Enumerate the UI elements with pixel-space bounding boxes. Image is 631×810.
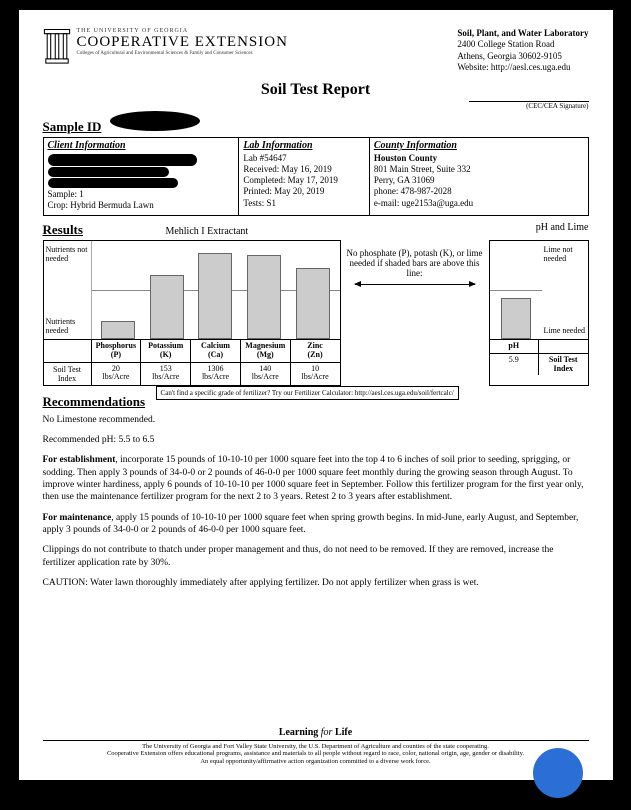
rec-p3-bold: For establishment — [43, 455, 116, 465]
extractant-label: Mehlich I Extractant — [165, 226, 248, 237]
chat-bubble-icon[interactable] — [533, 748, 583, 798]
header: THE UNIVERSITY OF GEORGIA COOPERATIVE EX… — [43, 28, 589, 73]
nutrient-bar — [296, 268, 330, 339]
footer-l2: Cooperative Extension offers educational… — [43, 750, 589, 758]
lab-web: Website: http://aesl.ces.uga.edu — [457, 62, 588, 73]
nutrient-name-cell: Zinc(Zn) — [291, 340, 340, 362]
county-info-cell: County Information Houston County 801 Ma… — [370, 138, 588, 215]
footer-l3: An equal opportunity/affirmative action … — [43, 758, 589, 766]
ph-r-top: Lime not needed — [544, 245, 586, 263]
lab-name: Soil, Plant, and Water Laboratory — [457, 28, 588, 39]
report-title: Soil Test Report — [43, 81, 589, 99]
y-bot-label: Nutrients needed — [46, 317, 89, 335]
redacted-icon — [48, 178, 179, 188]
signature-line: (CEC/CEA Signature) — [469, 101, 589, 110]
info-grid: Client Information Sample: 1 Crop: Hybri… — [43, 137, 589, 216]
nutrient-value-cell: 20lbs/Acre — [92, 363, 142, 385]
mid-text: No phosphate (P), potash (K), or lime ne… — [347, 248, 483, 278]
client-hd: Client Information — [48, 140, 235, 153]
rec-p4-bold: For maintenance — [43, 513, 112, 523]
county-phone: phone: 478-987-2028 — [374, 186, 584, 197]
lab-print: Printed: May 20, 2019 — [243, 186, 365, 197]
lfl-c: Life — [332, 727, 352, 738]
county-city: Perry, GA 31069 — [374, 175, 584, 186]
client-sample: Sample: 1 — [48, 189, 235, 200]
results-title: Results — [43, 222, 83, 238]
ph-label: pH — [490, 340, 540, 353]
nutrient-bar — [150, 275, 184, 339]
ph-chart: Lime not needed Lime needed pH 5.9 Soil … — [489, 240, 589, 386]
ph-index-label: Soil Test Index — [539, 354, 588, 376]
lfl-a: Learning — [279, 727, 321, 738]
page: THE UNIVERSITY OF GEORGIA COOPERATIVE EX… — [19, 10, 613, 780]
arrow-icon — [355, 284, 475, 285]
nutrient-name-cell: Calcium(Ca) — [191, 340, 241, 362]
client-crop: Crop: Hybrid Bermuda Lawn — [48, 200, 235, 211]
nutrient-bar — [247, 255, 281, 339]
nutrient-name-cell: Phosphorus(P) — [92, 340, 142, 362]
chart-row: Nutrients not needed Nutrients needed Ph… — [43, 240, 589, 386]
nutrient-bar — [101, 321, 135, 339]
sample-id-label: Sample ID — [43, 119, 102, 135]
ph-lime-label: pH and Lime — [536, 222, 589, 233]
lab-address: Soil, Plant, and Water Laboratory 2400 C… — [457, 28, 588, 73]
rec-p4-text: , apply 15 pounds of 10-10-10 per 1000 s… — [43, 513, 579, 535]
lab-comp: Completed: May 17, 2019 — [243, 175, 365, 186]
redacted-icon — [110, 111, 200, 131]
logo-block: THE UNIVERSITY OF GEORGIA COOPERATIVE EX… — [43, 28, 288, 73]
y-top-label: Nutrients not needed — [46, 245, 89, 263]
rec-p3: For establishment, incorporate 15 pounds… — [43, 454, 589, 503]
nutrient-value-cell: 1306lbs/Acre — [191, 363, 241, 385]
rec-title: Recommendations — [43, 394, 146, 410]
footer: Learning for Life The University of Geor… — [43, 727, 589, 766]
lab-tests: Tests: S1 — [243, 198, 365, 209]
inst-sub: Colleges of Agricultural and Environment… — [77, 51, 288, 56]
county-addr: 801 Main Street, Suite 332 — [374, 164, 584, 175]
inst-main: COOPERATIVE EXTENSION — [77, 34, 288, 51]
lab-info-cell: Lab Information Lab #54647 Received: May… — [239, 138, 370, 215]
rec-body: No Limestone recommended. Recommended pH… — [43, 414, 589, 590]
client-info-cell: Client Information Sample: 1 Crop: Hybri… — [44, 138, 240, 215]
lfl-b: for — [321, 727, 333, 738]
lab-addr2: Athens, Georgia 30602-9105 — [457, 51, 588, 62]
chart-mid-note: No phosphate (P), potash (K), or lime ne… — [347, 240, 483, 386]
county-hd: County Information — [374, 140, 584, 153]
fert-calc-note: Can't find a specific grade of fertilize… — [156, 386, 459, 400]
nutrient-name-cell: Magnesium(Mg) — [241, 340, 291, 362]
redacted-icon — [48, 154, 197, 166]
lab-no: Lab #54647 — [243, 153, 365, 164]
lab-addr1: 2400 College Station Road — [457, 39, 588, 50]
footer-l1: The University of Georgia and Fort Valle… — [43, 743, 589, 751]
nutrient-bar — [198, 253, 232, 339]
county-email: e-mail: uge2153a@uga.edu — [374, 198, 584, 209]
redacted-icon — [48, 167, 169, 177]
lab-hd: Lab Information — [243, 140, 365, 153]
nutrient-value-cell: 10lbs/Acre — [291, 363, 340, 385]
footer-tagline: Learning for Life — [43, 727, 589, 741]
nutrient-value-cell: 140lbs/Acre — [241, 363, 291, 385]
index-label: Soil Test Index — [44, 363, 92, 385]
rec-p6: CAUTION: Water lawn thoroughly immediate… — [43, 577, 589, 589]
rec-p3-text: , incorporate 15 pounds of 10-10-10 per … — [43, 455, 584, 502]
rec-p4: For maintenance, apply 15 pounds of 10-1… — [43, 512, 589, 537]
rec-p5: Clippings do not contribute to thatch un… — [43, 544, 589, 569]
ph-value: 5.9 — [490, 354, 540, 376]
ph-bar — [501, 298, 531, 339]
nutrient-chart: Nutrients not needed Nutrients needed Ph… — [43, 240, 341, 386]
ph-r-bot: Lime needed — [544, 326, 586, 335]
lab-recv: Received: May 16, 2019 — [243, 164, 365, 175]
rec-p2: Recommended pH: 5.5 to 6.5 — [43, 434, 589, 446]
nutrient-name-cell: Potassium(K) — [141, 340, 191, 362]
county-name: Houston County — [374, 153, 584, 164]
uga-arch-icon — [43, 28, 71, 66]
nutrient-value-cell: 153lbs/Acre — [141, 363, 191, 385]
rec-p1: No Limestone recommended. — [43, 414, 589, 426]
